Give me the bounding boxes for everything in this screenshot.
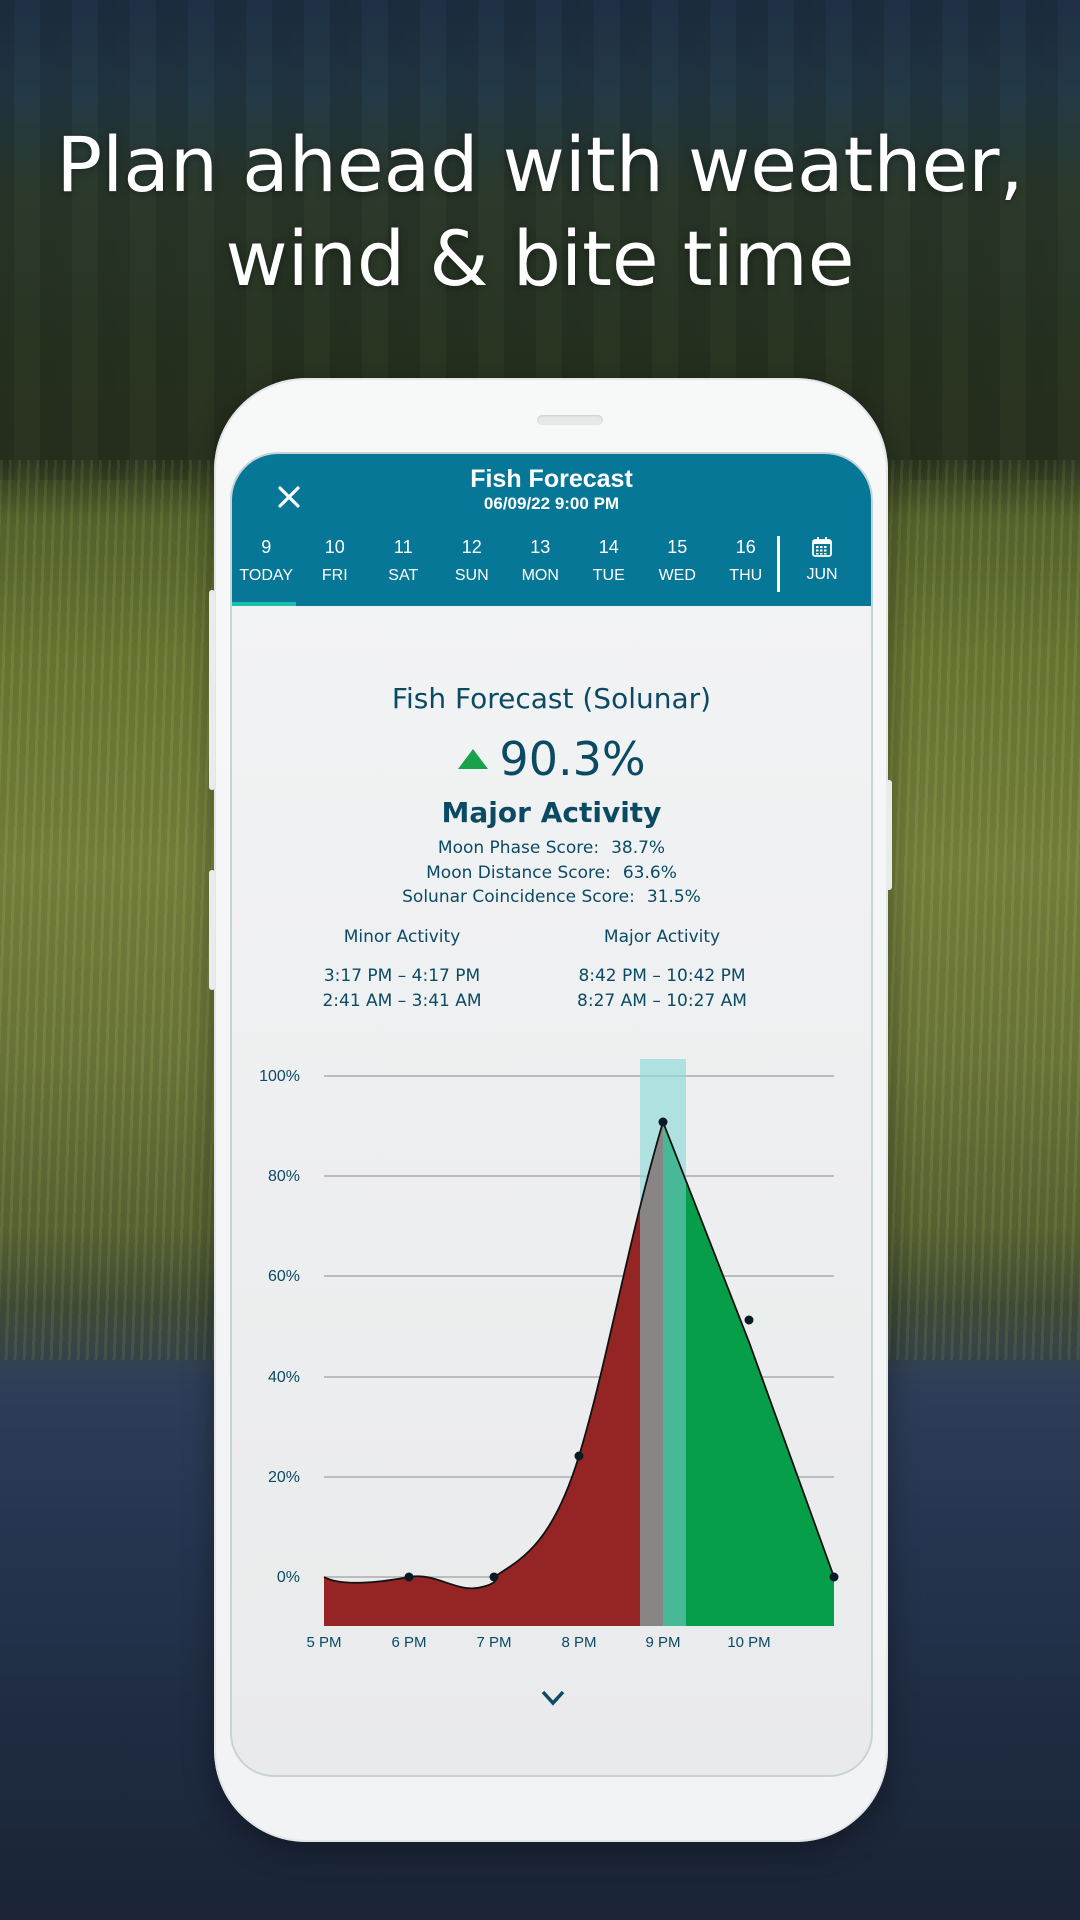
minor-activity-time: 2:41 AM – 3:41 AM <box>322 990 482 1011</box>
x-tick-label: 8 PM <box>561 1634 596 1651</box>
day-tab-label: THU <box>729 567 763 584</box>
activity-area <box>324 1122 834 1626</box>
day-tab-label: SUN <box>454 567 489 584</box>
sub-score-row: Moon Phase Score: 38.7% <box>232 836 871 861</box>
phone-side-button <box>209 590 215 790</box>
promo-headline: Plan ahead with weather, wind & bite tim… <box>0 118 1080 306</box>
activity-level: Major Activity <box>441 796 662 829</box>
forecast-score: 90.3% <box>499 732 646 786</box>
day-tab-11[interactable]: 11 SAT <box>369 534 438 600</box>
x-tick-label: 6 PM <box>391 1634 426 1651</box>
sub-score-label: Solunar Coincidence Score: <box>402 887 635 907</box>
major-activity-time: 8:42 PM – 10:42 PM <box>578 966 746 986</box>
day-tab-number: 9 <box>261 537 272 557</box>
sub-score-value: 31.5% <box>646 887 701 907</box>
minor-activity-column: Minor Activity 3:17 PM – 4:17 PM 2:41 AM… <box>272 926 532 1013</box>
day-tab-14[interactable]: 14 TUE <box>575 534 644 600</box>
phone-side-button <box>886 780 892 890</box>
day-tab-number: 16 <box>735 537 756 557</box>
tab-divider <box>777 536 780 592</box>
app-screen: Fish Forecast 06/09/22 9:00 PM 9 TODAY 1… <box>230 452 873 1777</box>
day-tab-9[interactable]: 9 TODAY <box>232 534 301 606</box>
major-activity-column: Major Activity 8:42 PM – 10:42 PM 8:27 A… <box>532 926 792 1013</box>
day-tab-label: FRI <box>321 567 348 584</box>
y-tick-label: 100% <box>259 1068 300 1085</box>
day-tab-10[interactable]: 10 FRI <box>301 534 370 600</box>
day-tab-16[interactable]: 16 THU <box>712 534 781 600</box>
sub-score-row: Solunar Coincidence Score: 31.5% <box>232 885 871 910</box>
month-label: JUN <box>806 566 838 583</box>
app-bar-title: Fish Forecast 06/09/22 9:00 PM <box>232 464 871 514</box>
day-tab-number: 12 <box>461 537 482 557</box>
y-tick-label: 40% <box>268 1369 300 1386</box>
day-tab-label: WED <box>658 567 696 584</box>
sub-scores: Moon Phase Score: 38.7% Moon Distance Sco… <box>232 836 871 910</box>
x-tick-label: 5 PM <box>306 1634 341 1651</box>
day-tabs: 9 TODAY 10 FRI 11 SAT 12 SUN 13 MON 14 T… <box>232 534 871 606</box>
day-tab-number: 13 <box>530 537 551 557</box>
major-activity-time: 8:27 AM – 10:27 AM <box>577 990 747 1011</box>
day-tab-13[interactable]: 13 MON <box>506 534 575 600</box>
minor-activity-heading: Minor Activity <box>343 927 461 947</box>
month-picker-tab[interactable]: JUN <box>792 536 852 584</box>
x-tick-label: 9 PM <box>645 1634 680 1651</box>
expand-button[interactable] <box>540 1688 566 1713</box>
sub-score-label: Moon Phase Score: <box>437 838 600 858</box>
x-tick-label: 10 PM <box>727 1634 770 1651</box>
sub-score-label: Moon Distance Score: <box>426 862 611 883</box>
chevron-down-icon <box>541 1690 565 1706</box>
forecast-score-row: 90.3% <box>232 732 871 786</box>
day-tab-number: 10 <box>324 537 345 557</box>
x-tick-label: 7 PM <box>476 1634 511 1651</box>
day-tab-12[interactable]: 12 SUN <box>438 534 507 600</box>
y-tick-label: 0% <box>277 1569 300 1586</box>
forecast-title: Fish Forecast (Solunar) <box>391 682 712 715</box>
minor-activity-time: 3:17 PM – 4:17 PM <box>323 966 481 986</box>
day-tab-number: 15 <box>667 537 688 557</box>
y-tick-label: 60% <box>268 1268 300 1285</box>
day-tab-15[interactable]: 15 WED <box>643 534 712 600</box>
day-tab-label: MON <box>521 567 559 584</box>
headline-line-2: wind & bite time <box>225 214 855 303</box>
page-title: Fish Forecast <box>470 465 633 493</box>
day-tab-number: 14 <box>598 537 619 557</box>
data-points <box>404 1117 839 1582</box>
phone-speaker <box>537 415 603 425</box>
triangle-up-icon <box>458 749 489 769</box>
fish-activity-chart: 100% 80% 60% 40% 20% 0% <box>259 1059 839 1651</box>
sub-score-row: Moon Distance Score: 63.6% <box>232 861 871 886</box>
phone-side-button <box>209 870 215 990</box>
sub-score-value: 38.7% <box>611 838 666 858</box>
close-button[interactable] <box>272 480 306 514</box>
day-tab-number: 11 <box>393 537 413 557</box>
day-tab-label: TODAY <box>239 567 294 584</box>
headline-line-1: Plan ahead with weather, <box>56 120 1024 209</box>
day-tab-label: TUE <box>592 567 625 584</box>
app-bar: Fish Forecast 06/09/22 9:00 PM 9 TODAY 1… <box>232 454 871 606</box>
close-icon <box>278 486 300 508</box>
day-tab-label: SAT <box>388 567 419 584</box>
page-subtitle: 06/09/22 9:00 PM <box>483 494 620 513</box>
y-tick-label: 20% <box>268 1469 300 1486</box>
calendar-icon <box>812 537 832 557</box>
sub-score-value: 63.6% <box>622 862 677 883</box>
y-tick-label: 80% <box>268 1168 300 1185</box>
major-activity-heading: Major Activity <box>603 927 721 947</box>
